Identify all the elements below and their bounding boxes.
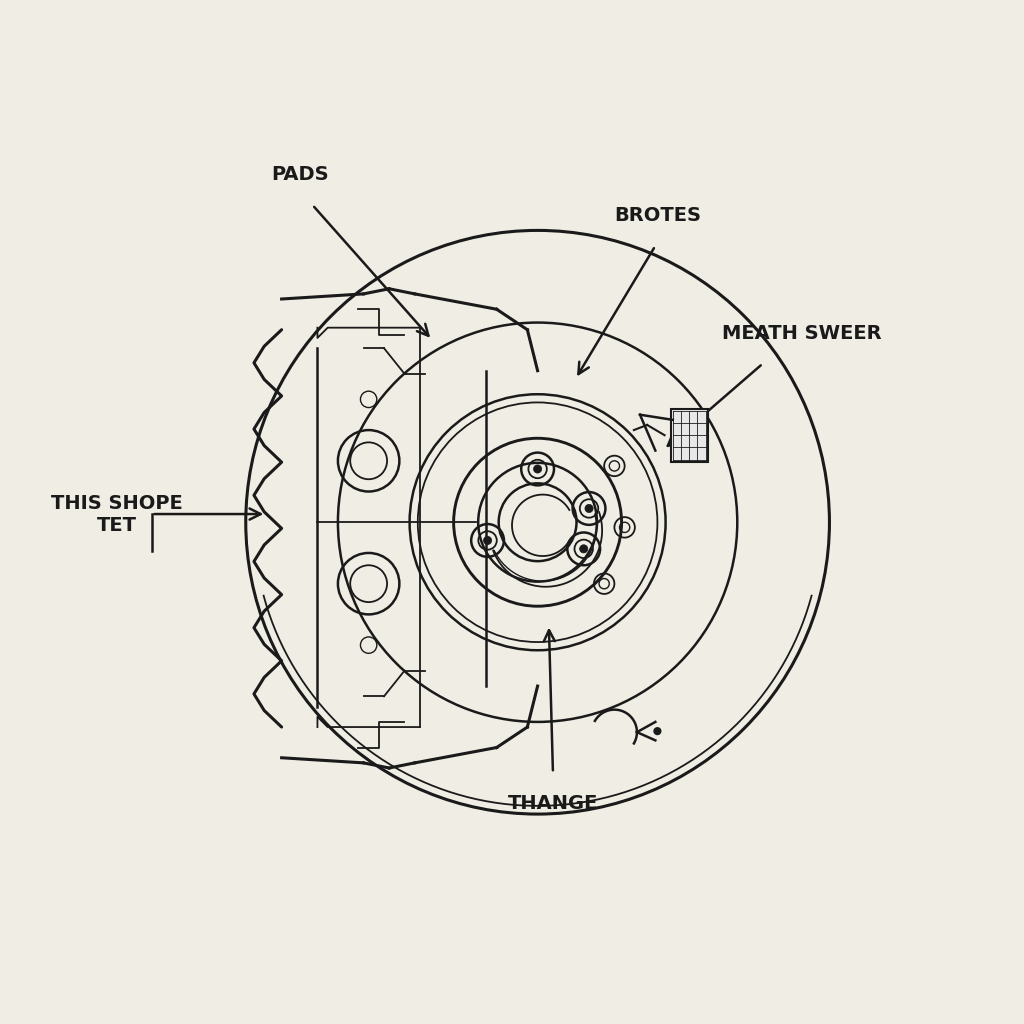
Text: BROTES: BROTES [614, 206, 701, 225]
Circle shape [534, 465, 542, 473]
Text: PADS: PADS [271, 165, 329, 184]
Circle shape [653, 727, 662, 735]
Text: THIS SHOPE
TET: THIS SHOPE TET [51, 494, 183, 535]
Text: MEATH SWEER: MEATH SWEER [722, 324, 882, 343]
Circle shape [580, 545, 588, 553]
FancyBboxPatch shape [671, 409, 708, 462]
Text: THANGE: THANGE [508, 794, 598, 813]
Circle shape [585, 505, 593, 513]
Circle shape [483, 537, 492, 545]
